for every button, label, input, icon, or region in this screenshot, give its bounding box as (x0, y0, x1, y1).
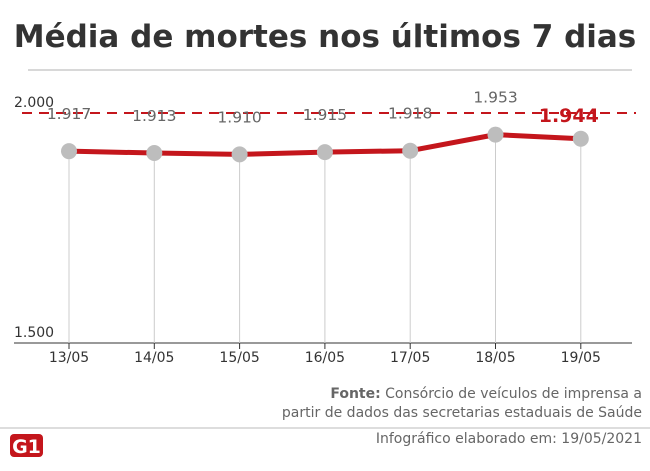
source-line-1: Fonte: Consórcio de veículos de imprensa… (330, 386, 642, 402)
data-label: 1.953 (473, 89, 517, 107)
data-label: 1.944 (539, 105, 599, 127)
data-point (146, 145, 163, 162)
data-label: 1.913 (132, 107, 176, 125)
data-label: 1.918 (388, 105, 432, 123)
x-tick-label: 14/05 (134, 350, 174, 366)
data-point (487, 126, 504, 143)
data-point (572, 130, 589, 147)
x-tick-label: 13/05 (49, 350, 89, 366)
x-tick-label: 15/05 (219, 350, 259, 366)
source-line-2: partir de dados das secretarias estaduai… (282, 405, 642, 421)
data-point (316, 144, 333, 161)
data-label: 1.910 (217, 108, 261, 126)
x-tick-label: 16/05 (305, 350, 345, 366)
x-tick-label: 18/05 (475, 350, 515, 366)
data-point (231, 146, 248, 163)
data-point (61, 143, 77, 160)
y-tick-label: 2.000 (14, 95, 54, 111)
svg-text:G1: G1 (12, 436, 41, 458)
x-tick-label: 19/05 (561, 350, 601, 366)
chart-title: Média de mortes nos últimos 7 dias (14, 19, 637, 55)
data-label: 1.915 (303, 106, 347, 124)
data-label: 1.917 (47, 105, 91, 123)
data-point (402, 142, 419, 159)
y-tick-label: 1.500 (14, 325, 54, 341)
g1-logo: G1 (10, 434, 43, 458)
credit: Infográfico elaborado em: 19/05/2021 (376, 431, 642, 447)
x-tick-label: 17/05 (390, 350, 430, 366)
